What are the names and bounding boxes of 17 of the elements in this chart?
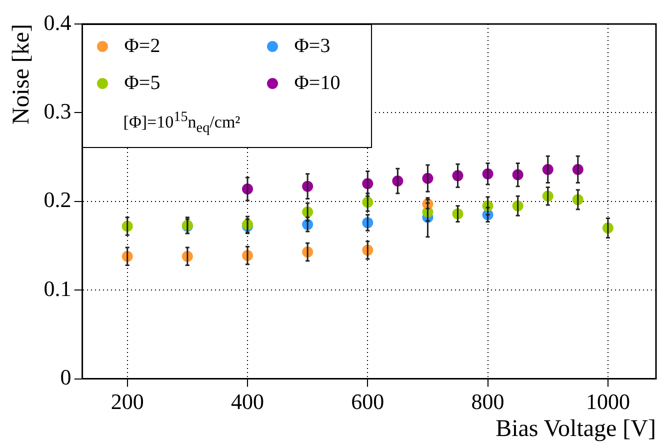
y-axis-title: Noise [ke] — [8, 24, 35, 125]
y-tick-label: 0.1 — [44, 276, 72, 301]
legend-label: Φ=5 — [124, 72, 160, 95]
x-axis-title: Bias Voltage [V] — [496, 416, 656, 442]
x-tick-label: 1000 — [586, 388, 630, 414]
x-tick-label: 800 — [471, 388, 504, 414]
legend-label: Φ=3 — [294, 35, 330, 58]
y-tick-label: 0.4 — [44, 10, 72, 35]
legend-label: Φ=2 — [124, 35, 160, 58]
annotation: [Φ]=10$^{15}$n$_{eq}$/cm² — [123, 109, 242, 138]
x-tick-label: 400 — [231, 388, 264, 414]
x-tick-label: 600 — [351, 388, 384, 414]
legend-label: Φ=10 — [294, 72, 340, 95]
y-tick-label: 0.2 — [44, 187, 72, 212]
y-tick-label: 0 — [60, 364, 72, 390]
y-tick-label: 0.3 — [44, 98, 72, 124]
x-tick-label: 200 — [110, 388, 144, 414]
